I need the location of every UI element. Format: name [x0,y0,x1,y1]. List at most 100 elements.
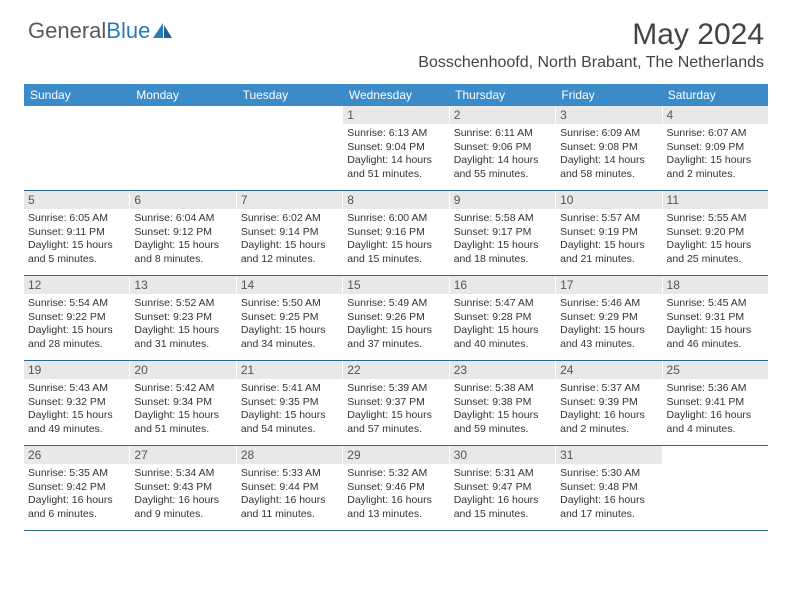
day-cell: 29Sunrise: 5:32 AMSunset: 9:46 PMDayligh… [343,446,449,530]
sunrise-text: Sunrise: 5:45 AM [667,297,764,311]
sunrise-text: Sunrise: 5:43 AM [28,382,125,396]
day-cell: 9 Sunrise: 5:58 AMSunset: 9:17 PMDaylight… [450,191,556,275]
sunset-text: Sunset: 9:43 PM [134,481,231,495]
day-number: 16 [450,276,555,294]
sunrise-text: Sunrise: 5:58 AM [454,212,551,226]
daylight-text: Daylight: 15 hours and 18 minutes. [454,239,551,266]
sunrise-text: Sunrise: 6:13 AM [347,127,444,141]
daylight-text: Daylight: 15 hours and 28 minutes. [28,324,125,351]
sunrise-text: Sunrise: 5:36 AM [667,382,764,396]
day-number [24,106,129,110]
sunrise-text: Sunrise: 5:47 AM [454,297,551,311]
day-header-row: Sunday Monday Tuesday Wednesday Thursday… [24,84,768,106]
sunset-text: Sunset: 9:28 PM [454,311,551,325]
day-number: 9 [450,191,555,209]
sunrise-text: Sunrise: 6:04 AM [134,212,231,226]
sunset-text: Sunset: 9:37 PM [347,396,444,410]
daylight-text: Daylight: 15 hours and 49 minutes. [28,409,125,436]
title-block: May 2024 Bosschenhoofd, North Brabant, T… [418,18,764,72]
daylight-text: Daylight: 14 hours and 55 minutes. [454,154,551,181]
daylight-text: Daylight: 15 hours and 2 minutes. [667,154,764,181]
day-cell: 6Sunrise: 6:04 AMSunset: 9:12 PMDaylight… [130,191,236,275]
daylight-text: Daylight: 15 hours and 8 minutes. [134,239,231,266]
sunset-text: Sunset: 9:20 PM [667,226,764,240]
day-number: 12 [24,276,129,294]
sunrise-text: Sunrise: 6:00 AM [347,212,444,226]
day-cell: 23Sunrise: 5:38 AMSunset: 9:38 PMDayligh… [450,361,556,445]
col-thursday: Thursday [449,84,555,106]
daylight-text: Daylight: 15 hours and 40 minutes. [454,324,551,351]
day-cell: 25Sunrise: 5:36 AMSunset: 9:41 PMDayligh… [663,361,768,445]
daylight-text: Daylight: 16 hours and 6 minutes. [28,494,125,521]
sunset-text: Sunset: 9:46 PM [347,481,444,495]
sunrise-text: Sunrise: 6:05 AM [28,212,125,226]
day-number: 22 [343,361,448,379]
week-row: 26Sunrise: 5:35 AMSunset: 9:42 PMDayligh… [24,446,768,531]
sunrise-text: Sunrise: 5:38 AM [454,382,551,396]
sunset-text: Sunset: 9:39 PM [560,396,657,410]
day-cell [24,106,130,190]
day-cell: 26Sunrise: 5:35 AMSunset: 9:42 PMDayligh… [24,446,130,530]
day-number [237,106,342,110]
day-cell: 7Sunrise: 6:02 AMSunset: 9:14 PMDaylight… [237,191,343,275]
day-number: 26 [24,446,129,464]
sunset-text: Sunset: 9:23 PM [134,311,231,325]
daylight-text: Daylight: 16 hours and 2 minutes. [560,409,657,436]
daylight-text: Daylight: 15 hours and 31 minutes. [134,324,231,351]
sunrise-text: Sunrise: 6:02 AM [241,212,338,226]
day-cell: 11Sunrise: 5:55 AMSunset: 9:20 PMDayligh… [663,191,768,275]
sunrise-text: Sunrise: 5:39 AM [347,382,444,396]
sunset-text: Sunset: 9:47 PM [454,481,551,495]
sunrise-text: Sunrise: 5:34 AM [134,467,231,481]
day-cell: 30Sunrise: 5:31 AMSunset: 9:47 PMDayligh… [450,446,556,530]
sunrise-text: Sunrise: 5:50 AM [241,297,338,311]
location-text: Bosschenhoofd, North Brabant, The Nether… [418,54,764,72]
sunrise-text: Sunrise: 6:09 AM [560,127,657,141]
sunset-text: Sunset: 9:38 PM [454,396,551,410]
day-number: 8 [343,191,448,209]
sunrise-text: Sunrise: 5:52 AM [134,297,231,311]
sunrise-text: Sunrise: 6:11 AM [454,127,551,141]
col-wednesday: Wednesday [343,84,449,106]
daylight-text: Daylight: 15 hours and 37 minutes. [347,324,444,351]
daylight-text: Daylight: 16 hours and 17 minutes. [560,494,657,521]
sunset-text: Sunset: 9:26 PM [347,311,444,325]
day-cell: 1Sunrise: 6:13 AMSunset: 9:04 PMDaylight… [343,106,449,190]
sunrise-text: Sunrise: 6:07 AM [667,127,764,141]
sunset-text: Sunset: 9:25 PM [241,311,338,325]
sunset-text: Sunset: 9:17 PM [454,226,551,240]
sunset-text: Sunset: 9:08 PM [560,141,657,155]
header: GeneralBlue May 2024 Bosschenhoofd, Nort… [0,0,792,76]
day-cell: 4Sunrise: 6:07 AMSunset: 9:09 PMDaylight… [663,106,768,190]
week-row: 1Sunrise: 6:13 AMSunset: 9:04 PMDaylight… [24,106,768,191]
sunset-text: Sunset: 9:19 PM [560,226,657,240]
day-number: 31 [556,446,661,464]
sunrise-text: Sunrise: 5:46 AM [560,297,657,311]
sunrise-text: Sunrise: 5:55 AM [667,212,764,226]
day-number [663,446,768,450]
day-number: 27 [130,446,235,464]
day-number: 2 [450,106,555,124]
sunset-text: Sunset: 9:48 PM [560,481,657,495]
daylight-text: Daylight: 14 hours and 58 minutes. [560,154,657,181]
week-row: 5Sunrise: 6:05 AMSunset: 9:11 PMDaylight… [24,191,768,276]
day-number: 10 [556,191,661,209]
col-friday: Friday [555,84,661,106]
daylight-text: Daylight: 15 hours and 5 minutes. [28,239,125,266]
day-number: 18 [663,276,768,294]
day-number: 29 [343,446,448,464]
week-row: 12Sunrise: 5:54 AMSunset: 9:22 PMDayligh… [24,276,768,361]
day-number: 1 [343,106,448,124]
day-cell: 28Sunrise: 5:33 AMSunset: 9:44 PMDayligh… [237,446,343,530]
daylight-text: Daylight: 15 hours and 12 minutes. [241,239,338,266]
brand-general: General [28,18,106,44]
daylight-text: Daylight: 15 hours and 34 minutes. [241,324,338,351]
sunrise-text: Sunrise: 5:54 AM [28,297,125,311]
sunset-text: Sunset: 9:31 PM [667,311,764,325]
brand-blue: Blue [106,18,150,44]
sunset-text: Sunset: 9:42 PM [28,481,125,495]
daylight-text: Daylight: 16 hours and 9 minutes. [134,494,231,521]
daylight-text: Daylight: 15 hours and 51 minutes. [134,409,231,436]
daylight-text: Daylight: 15 hours and 21 minutes. [560,239,657,266]
day-number: 25 [663,361,768,379]
